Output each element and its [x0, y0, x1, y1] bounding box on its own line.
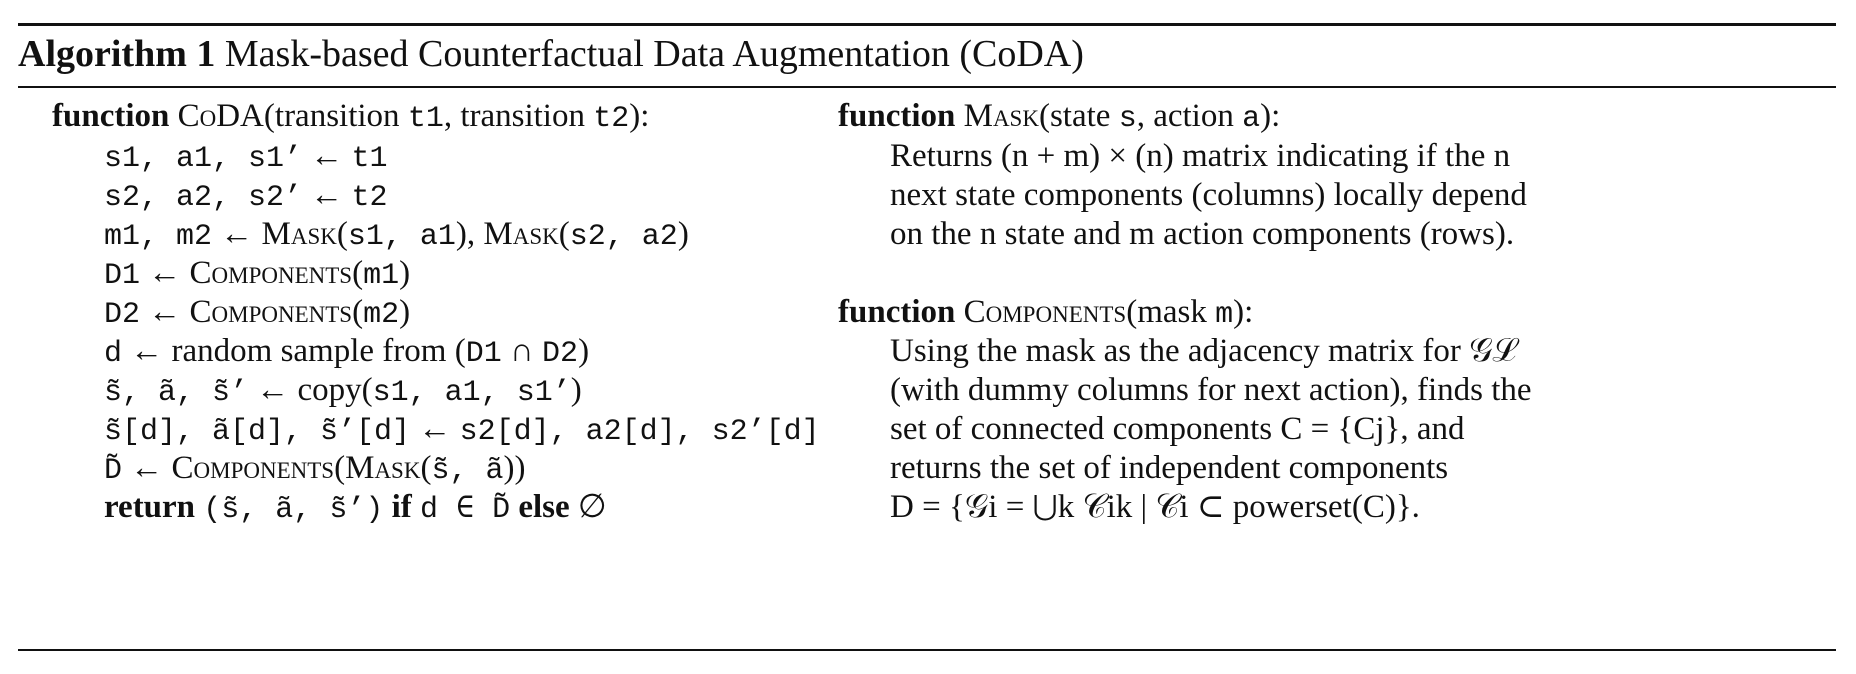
coda-line-5: D2 ← Components(m2) [104, 294, 411, 332]
coda-line-1: s1, a1, s1’ ← t1 [104, 138, 388, 176]
mask-name: Mask [963, 98, 1039, 134]
mask-arg2: a [1242, 102, 1261, 136]
return-condition: d ∈ D̃ [420, 493, 511, 527]
coda-arg2: t2 [593, 102, 630, 136]
coda-sig-close: ): [629, 98, 650, 134]
coda-return-line: return (s̃, ã, s̃’) if d ∈ D̃ else ∅ [104, 487, 607, 530]
components-sig-close: ): [1233, 294, 1254, 330]
mask-desc-1: Returns (n + m) × (n) matrix indicating … [890, 138, 1511, 174]
mask-sig-open: (state [1038, 98, 1119, 134]
components-signature: function Components(mask m): [838, 292, 1253, 335]
coda-line-6: d ← random sample from (D1 ∩ D2) [104, 333, 590, 371]
function-keyword: function [838, 294, 956, 330]
empty-set: ∅ [577, 489, 607, 525]
mask-desc-3: on the n state and m action components (… [890, 216, 1515, 252]
algorithm-caption: Algorithm 1 Mask-based Counterfactual Da… [18, 30, 1084, 78]
coda-line-9: D̃ ← Components(Mask(s̃, ã)) [104, 450, 526, 488]
components-desc-1: Using the mask as the adjacency matrix f… [890, 333, 1517, 369]
coda-line-8: s̃[d], ã[d], s̃’[d] ← s2[d], a2[d], s2’[… [104, 411, 820, 449]
bottom-rule [18, 649, 1836, 651]
coda-line-2: s2, a2, s2’ ← t2 [104, 177, 388, 215]
components-arg1: m [1215, 298, 1234, 332]
coda-arg1: t1 [407, 102, 444, 136]
coda-name: CoDA [177, 98, 264, 134]
algorithm-label: Algorithm 1 [18, 33, 216, 75]
coda-sig-open: (transition [263, 98, 408, 134]
mask-sig-close: ): [1260, 98, 1281, 134]
components-desc-3: set of connected components C = {Cj}, an… [890, 411, 1465, 447]
components-desc-5: D = {𝒢i = ⋃k 𝒞ik | 𝒞i ⊂ powerset(C)}. [890, 489, 1420, 525]
components-desc-2: (with dummy columns for next action), fi… [890, 372, 1532, 408]
if-keyword: if [391, 489, 412, 525]
caption-rule [18, 86, 1836, 88]
components-name: Components [963, 294, 1127, 330]
components-desc-4: returns the set of independent component… [890, 450, 1449, 486]
components-sig-open: (mask [1126, 294, 1216, 330]
return-tuple: (s̃, ã, s̃’) [203, 493, 384, 527]
coda-signature: function CoDA(transition t1, transition … [52, 96, 649, 139]
coda-sig-mid: , transition [443, 98, 594, 134]
mask-signature: function Mask(state s, action a): [838, 96, 1280, 139]
coda-line-3: m1, m2 ← Mask(s1, a1), Mask(s2, a2) [104, 216, 689, 254]
mask-arg1: s [1118, 102, 1137, 136]
coda-line-4: D1 ← Components(m1) [104, 255, 411, 293]
return-keyword: return [104, 489, 196, 525]
coda-line-7: s̃, ã, s̃’ ← copy(s1, a1, s1’) [104, 372, 582, 410]
mask-desc-2: next state components (columns) locally … [890, 177, 1527, 213]
function-keyword: function [838, 98, 956, 134]
mask-sig-mid: , action [1136, 98, 1243, 134]
top-rule [18, 23, 1836, 26]
function-keyword: function [52, 98, 170, 134]
algorithm-title: Mask-based Counterfactual Data Augmentat… [224, 33, 1084, 75]
else-keyword: else [518, 489, 570, 525]
